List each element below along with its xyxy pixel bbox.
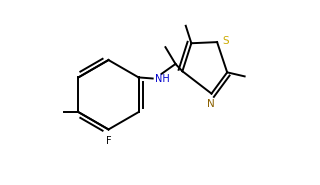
Text: S: S	[222, 36, 229, 46]
Text: NH: NH	[155, 73, 170, 83]
Text: N: N	[207, 99, 215, 109]
Text: F: F	[106, 136, 111, 146]
